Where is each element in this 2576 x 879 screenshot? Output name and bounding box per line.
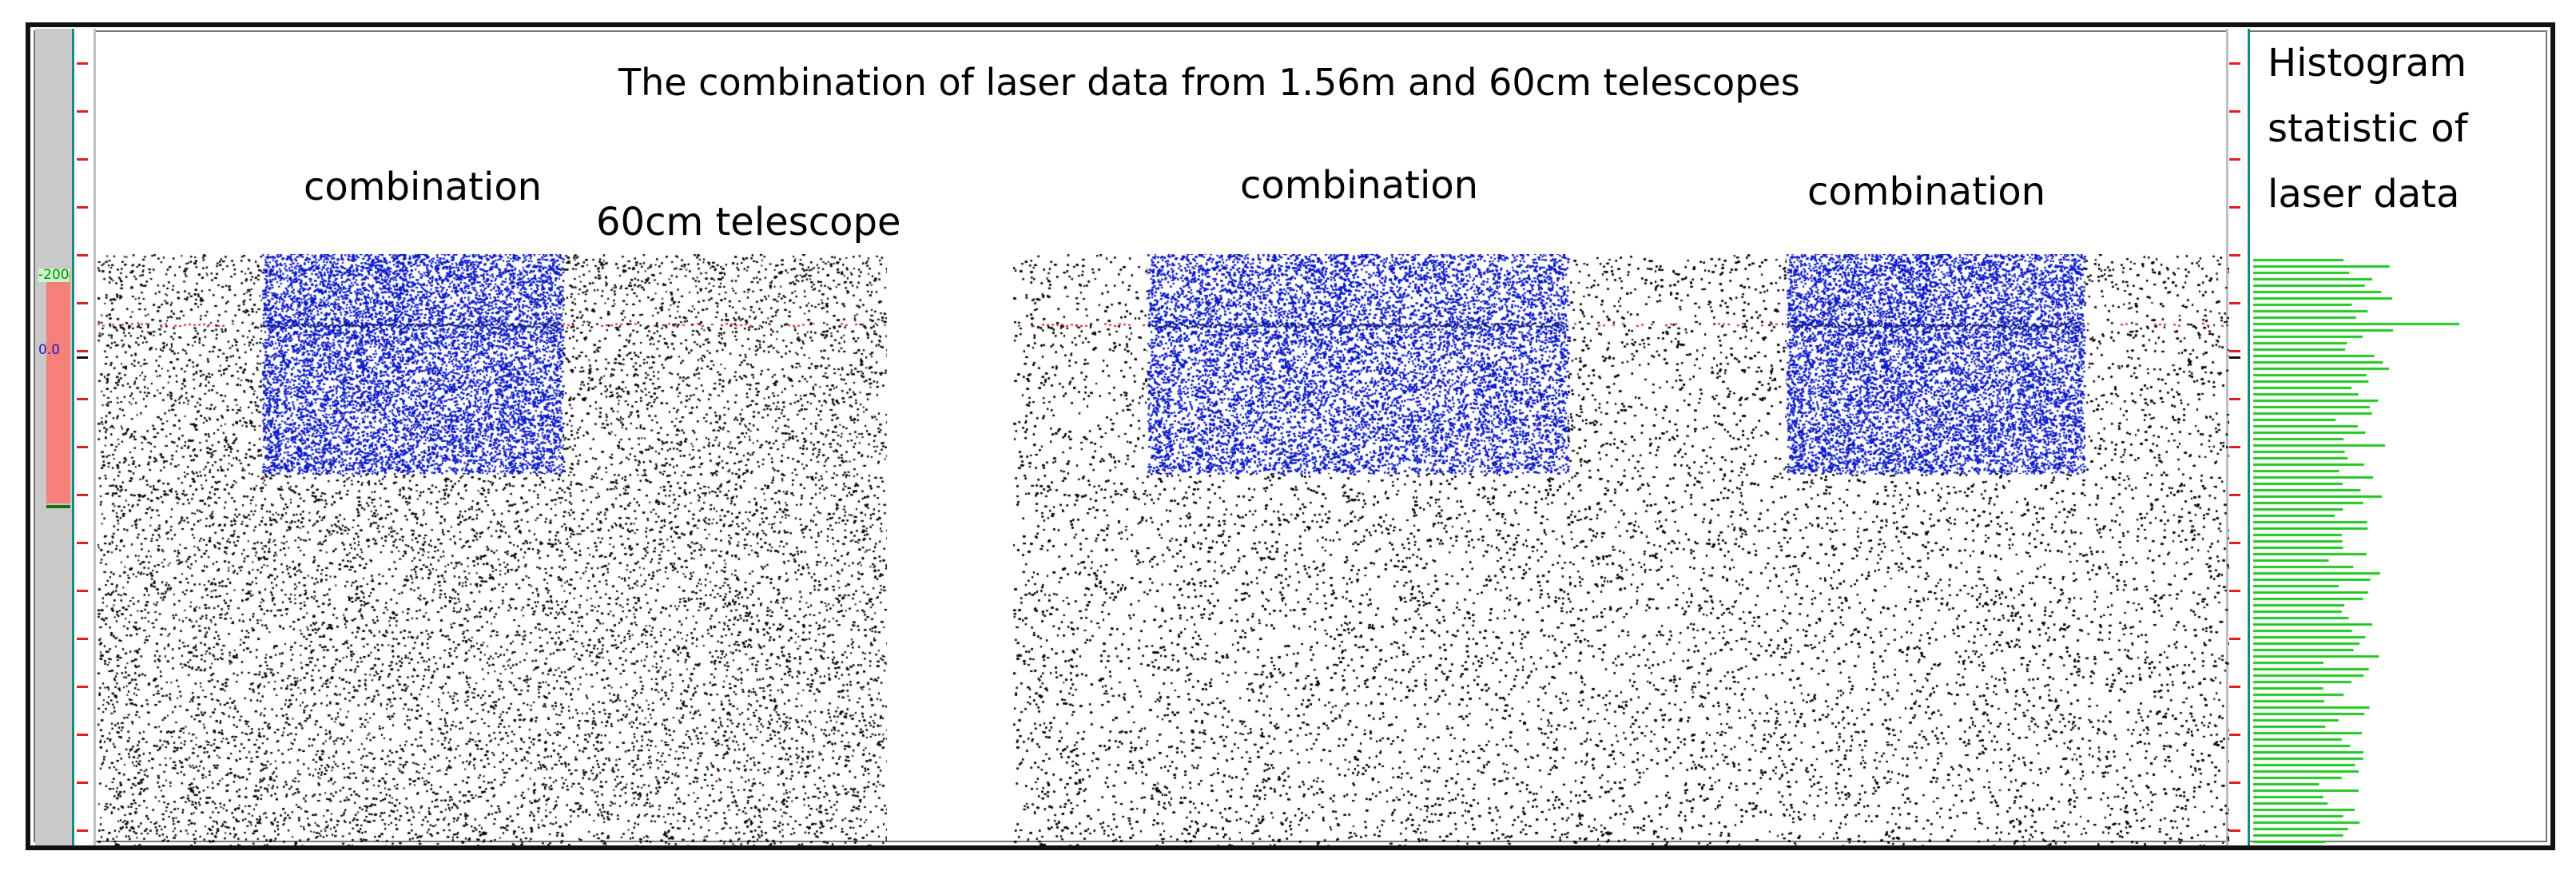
axis-tick xyxy=(77,110,88,113)
axis-tick xyxy=(77,398,88,400)
annotation-combination-3: combination xyxy=(1807,169,2046,214)
axis-tick xyxy=(2229,829,2240,832)
axis-tick xyxy=(2229,542,2240,544)
axis-tick xyxy=(2229,254,2240,257)
axis-tick xyxy=(77,542,88,544)
axis-tick xyxy=(77,158,88,161)
axis-tick xyxy=(77,254,88,257)
axis-tick xyxy=(77,686,88,688)
axis-tick xyxy=(2229,398,2240,400)
axis-tick xyxy=(2229,302,2240,304)
axis-tick xyxy=(2229,782,2240,784)
axis-tick xyxy=(2229,686,2240,688)
axis-tick xyxy=(2229,62,2240,65)
axis-tick xyxy=(77,350,88,352)
range-gate-bar xyxy=(46,272,70,503)
annotation-combination-2: combination xyxy=(1240,163,1479,208)
axis-tick xyxy=(77,302,88,304)
axis-tick xyxy=(2229,446,2240,448)
axis-label-top: -200 xyxy=(38,267,70,283)
chart-title: The combination of laser data from 1.56m… xyxy=(618,61,1800,104)
axis-tick xyxy=(77,356,88,359)
histogram-title-line-2: statistic of xyxy=(2268,106,2468,151)
range-marker-bottom xyxy=(46,505,70,508)
axis-tick xyxy=(77,494,88,496)
axis-tick xyxy=(77,638,88,640)
axis-tick xyxy=(77,446,88,448)
axis-tick xyxy=(2229,590,2240,592)
axis-tick xyxy=(77,590,88,592)
right-axis-strip xyxy=(2226,29,2250,845)
axis-tick xyxy=(77,206,88,209)
axis-tick xyxy=(2229,356,2240,359)
axis-tick xyxy=(2229,494,2240,496)
axis-tick xyxy=(2229,206,2240,209)
axis-tick xyxy=(2229,638,2240,640)
histogram-bars xyxy=(2253,254,2541,845)
axis-tick xyxy=(77,62,88,65)
axis-tick xyxy=(77,782,88,784)
axis-tick xyxy=(77,829,88,832)
scatter-panel-left xyxy=(97,254,887,845)
axis-tick xyxy=(77,734,88,736)
axis-tick xyxy=(2229,110,2240,113)
histogram-title-line-1: Histogram xyxy=(2268,41,2467,86)
axis-tick xyxy=(2229,350,2240,352)
left-axis-strip xyxy=(72,29,96,845)
annotation-60cm-telescope: 60cm telescope xyxy=(596,200,901,245)
scatter-panel-right xyxy=(1013,254,2229,845)
axis-tick xyxy=(2229,734,2240,736)
annotation-combination-1: combination xyxy=(304,165,543,209)
histogram-title: Histogram statistic of laser data xyxy=(2268,30,2467,227)
histogram-title-line-3: laser data xyxy=(2268,172,2460,217)
axis-tick xyxy=(2229,158,2240,161)
axis-label-zero: 0.0 xyxy=(38,342,61,358)
